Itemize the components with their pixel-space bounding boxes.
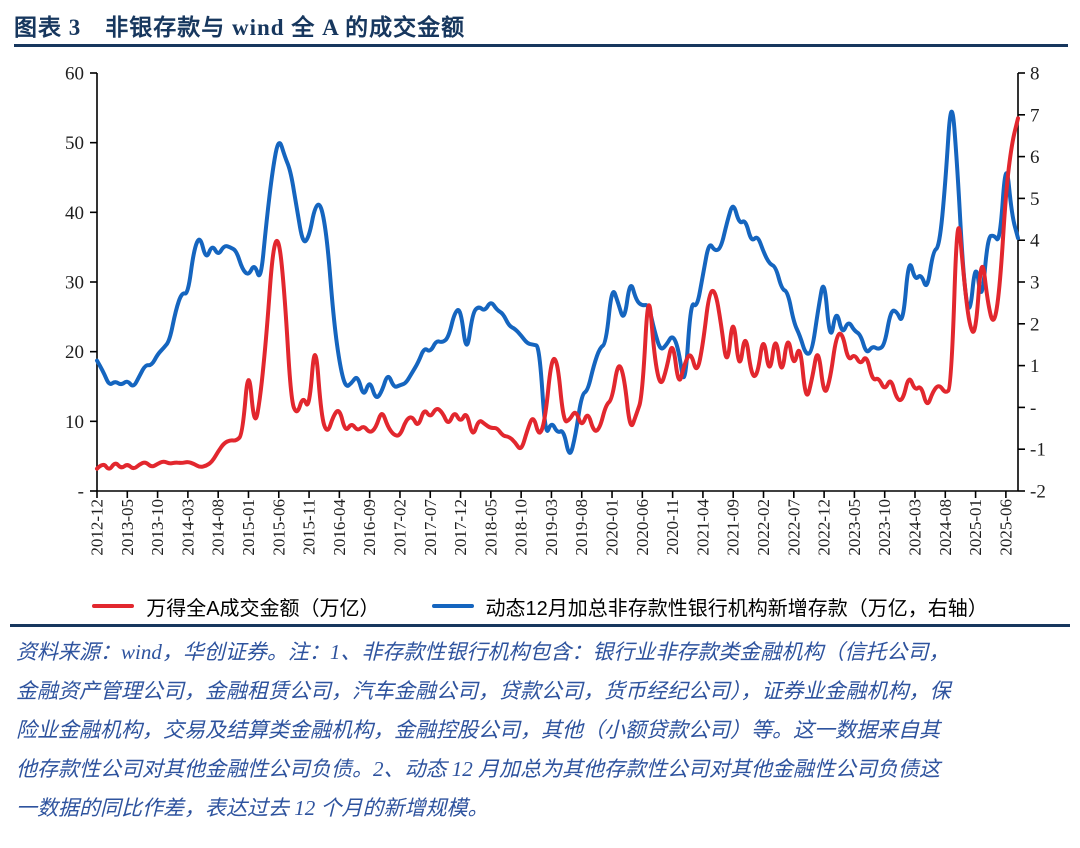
right-axis-tick-label: -1 bbox=[1030, 440, 1046, 461]
legend-item-blue: 动态12月加总非存款性银行机构新增存款（万亿，右轴） bbox=[431, 592, 988, 621]
legend-label-blue: 动态12月加总非存款性银行机构新增存款（万亿，右轴） bbox=[485, 597, 988, 620]
left-axis-tick-label: 20 bbox=[65, 342, 84, 363]
red-line-swatch bbox=[92, 603, 135, 609]
right-axis-tick-label: -2 bbox=[1030, 482, 1046, 503]
x-axis-tick-label: 2014-03 bbox=[178, 499, 197, 556]
x-axis-tick-label: 2020-01 bbox=[603, 499, 622, 556]
left-axis-tick-label: 40 bbox=[65, 203, 84, 224]
x-axis-tick-label: 2016-04 bbox=[330, 499, 349, 556]
x-axis-tick-label: 2019-03 bbox=[542, 499, 561, 556]
x-axis-tick-label: 2016-09 bbox=[360, 499, 379, 556]
x-axis-tick-label: 2025-01 bbox=[966, 499, 985, 556]
x-axis-tick-label: 2013-05 bbox=[118, 499, 137, 556]
x-axis-tick-label: 2012-12 bbox=[88, 499, 107, 556]
right-axis-tick-label: 4 bbox=[1030, 231, 1040, 252]
source-note-line: 资料来源：wind，华创证券。注：1、非存款性银行机构包含：银行业非存款类金融机… bbox=[16, 640, 950, 664]
left-axis-tick-label: 30 bbox=[65, 273, 84, 294]
x-axis-tick-label: 2020-06 bbox=[633, 499, 652, 556]
legend-label-red: 万得全A成交金额（万亿） bbox=[146, 597, 380, 620]
right-axis-tick-label: - bbox=[1030, 398, 1036, 419]
x-axis-tick-label: 2014-08 bbox=[209, 499, 228, 556]
right-axis-tick-label: 2 bbox=[1030, 314, 1040, 335]
x-axis-tick-label: 2022-02 bbox=[754, 499, 773, 556]
left-axis-tick-label: 10 bbox=[65, 412, 84, 433]
title-rule bbox=[14, 44, 1068, 47]
x-axis-tick-label: 2023-05 bbox=[845, 499, 864, 556]
chart-area: -10 20 30 40 50 60 -2 -1-1 2 3 4 5 6 7 8 2012-12 2013-05… bbox=[65, 64, 1046, 556]
source-note-line: 他存款性公司对其他金融性公司负债。2、动态 12 月加总为其他存款性公司对其他金… bbox=[16, 757, 940, 781]
source-note-line: 一数据的同比作差，表达过去 12 个月的新增规模。 bbox=[16, 796, 489, 820]
chart-legend: 万得全A成交金额（万亿） 动态12月加总非存款性银行机构新增存款（万亿，右轴） bbox=[0, 590, 1080, 622]
right-axis-tick-label: 6 bbox=[1030, 147, 1040, 168]
x-axis-tick-label: 2017-12 bbox=[451, 499, 470, 556]
x-axis-tick-label: 2022-12 bbox=[815, 499, 834, 556]
x-axis-tick-label: 2023-10 bbox=[875, 499, 894, 556]
x-axis-tick-label: 2020-11 bbox=[663, 499, 682, 555]
source-note: 资料来源：wind，华创证券。注：1、非存款性银行机构包含：银行业非存款类金融机… bbox=[16, 633, 1066, 828]
x-axis-tick-label: 2024-03 bbox=[905, 499, 924, 556]
blue-line-swatch bbox=[431, 603, 474, 609]
legend-item-red: 万得全A成交金额（万亿） bbox=[92, 592, 380, 621]
x-axis-tick-label: 2017-02 bbox=[390, 499, 409, 556]
x-axis-tick-label: 2015-06 bbox=[269, 499, 288, 556]
x-axis-tick-label: 2018-10 bbox=[512, 499, 531, 556]
right-axis-tick-label: 3 bbox=[1030, 273, 1040, 294]
x-axis-tick-label: 2024-08 bbox=[936, 499, 955, 556]
source-note-line: 金融资产管理公司，金融租赁公司，汽车金融公司，贷款公司，货币经纪公司），证券业金… bbox=[16, 679, 951, 703]
x-axis-tick-label: 2019-08 bbox=[572, 499, 591, 556]
red-series-line bbox=[95, 116, 1020, 471]
x-axis-tick-label: 2017-07 bbox=[421, 499, 440, 556]
legend-rule bbox=[10, 624, 1070, 627]
left-axis-tick-label: 60 bbox=[65, 64, 84, 85]
left-axis-tick-label: 50 bbox=[65, 133, 84, 154]
right-axis-tick-label: 1 bbox=[1030, 356, 1040, 377]
left-axis-tick-label: - bbox=[78, 482, 84, 503]
right-axis-tick-label: 8 bbox=[1030, 64, 1040, 85]
figure-title: 图表 3 非银存款与 wind 全 A 的成交金额 bbox=[14, 15, 466, 40]
right-axis-tick-label: 7 bbox=[1030, 105, 1040, 126]
x-axis-tick-label: 2021-09 bbox=[724, 499, 743, 556]
x-axis-tick-label: 2018-05 bbox=[481, 499, 500, 556]
x-axis-tick-label: 2021-04 bbox=[693, 499, 712, 556]
x-axis-tick-label: 2015-11 bbox=[300, 499, 319, 555]
x-axis-tick-label: 2015-01 bbox=[239, 499, 258, 556]
right-axis-tick-label: 5 bbox=[1030, 189, 1040, 210]
x-axis-tick-label: 2022-07 bbox=[784, 499, 803, 556]
source-note-line: 险业金融机构，交易及结算类金融机构，金融控股公司，其他（小额贷款公司）等。这一数… bbox=[16, 718, 940, 742]
x-axis-tick-label: 2025-06 bbox=[996, 499, 1015, 556]
x-axis-tick-label: 2013-10 bbox=[148, 499, 167, 556]
blue-series-line bbox=[95, 109, 1020, 455]
